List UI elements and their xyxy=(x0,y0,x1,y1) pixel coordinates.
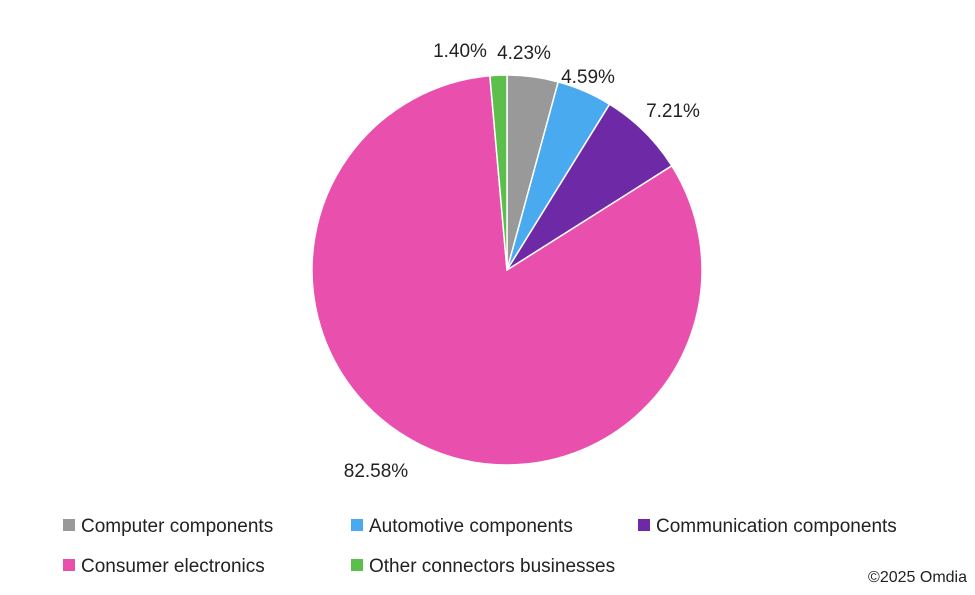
legend-swatch-other-connectors-businesses xyxy=(351,559,363,571)
pie-slice-other-connectors-businesses xyxy=(489,74,508,271)
legend-label-automotive-components: Automotive components xyxy=(369,516,573,537)
legend-label-computer-components: Computer components xyxy=(81,516,273,537)
legend: Computer components Automotive components… xyxy=(63,516,897,577)
legend-swatch-automotive-components xyxy=(351,519,363,531)
data-label-automotive-components: 4.59% xyxy=(561,67,615,88)
legend-item-communication-components: Communication components xyxy=(638,516,897,537)
data-label-consumer-electronics: 82.58% xyxy=(344,461,409,482)
pie-slices xyxy=(311,74,703,466)
copyright-text: ©2025 Omdia xyxy=(868,569,967,586)
legend-label-communication-components: Communication components xyxy=(656,516,897,537)
legend-item-automotive-components: Automotive components xyxy=(351,516,573,537)
legend-swatch-communication-components xyxy=(638,519,650,531)
data-label-computer-components: 4.23% xyxy=(497,43,551,64)
legend-swatch-computer-components xyxy=(63,519,75,531)
pie-slice-consumer-electronics xyxy=(311,74,703,466)
legend-label-consumer-electronics: Consumer electronics xyxy=(81,556,265,577)
legend-item-computer-components: Computer components xyxy=(63,516,273,537)
pie-data-labels: 4.23% 4.59% 7.21% 82.58% 1.40% xyxy=(344,41,700,482)
data-label-communication-components: 7.21% xyxy=(646,101,700,122)
legend-item-other-connectors-businesses: Other connectors businesses xyxy=(351,556,615,577)
legend-swatch-consumer-electronics xyxy=(63,559,75,571)
data-label-other-connectors-businesses: 1.40% xyxy=(433,41,487,62)
legend-item-consumer-electronics: Consumer electronics xyxy=(63,556,265,577)
legend-label-other-connectors-businesses: Other connectors businesses xyxy=(369,556,615,577)
